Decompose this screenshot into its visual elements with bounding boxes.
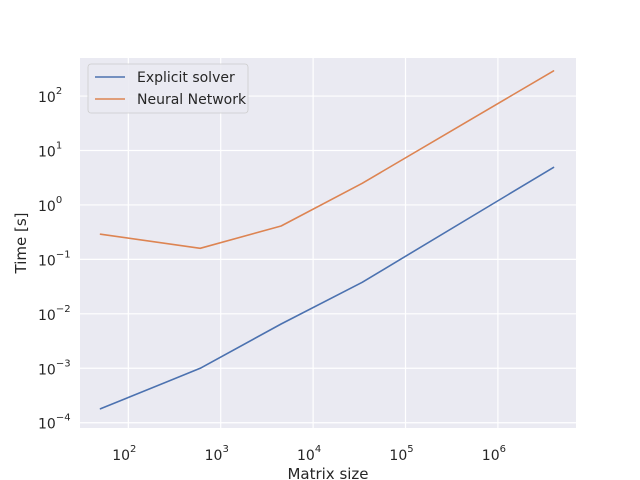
y-tick-label: 10−1 (38, 249, 71, 269)
x-tick-label: 104 (297, 444, 321, 464)
y-axis-label: Time [s] (12, 213, 30, 275)
series-line-neural-network (99, 70, 555, 250)
x-tick-label: 105 (389, 444, 413, 464)
x-tick-label: 106 (482, 444, 506, 464)
y-tick-label: 102 (38, 86, 62, 106)
series-layer (99, 70, 555, 410)
legend-label-explicit-solver: Explicit solver (137, 70, 235, 86)
y-tick-label: 10−3 (38, 358, 71, 378)
x-axis-label: Matrix size (287, 465, 368, 480)
legend: Explicit solver Neural Network (87, 63, 249, 114)
tick-labels: 102 103 104 105 106 10−4 10−3 10−2 10−1 100 101 102 (38, 86, 506, 464)
legend-box (87, 63, 249, 114)
y-tick-label: 101 (38, 141, 62, 161)
series-line-explicit-solver (99, 166, 555, 410)
y-tick-label: 100 (38, 195, 62, 215)
plot-background (80, 58, 576, 428)
legend-label-neural-network: Neural Network (137, 92, 247, 108)
x-tick-label: 103 (205, 444, 229, 464)
y-tick-label: 10−2 (38, 304, 71, 324)
x-tick-label: 102 (112, 444, 136, 464)
y-tick-label: 10−4 (38, 413, 71, 433)
